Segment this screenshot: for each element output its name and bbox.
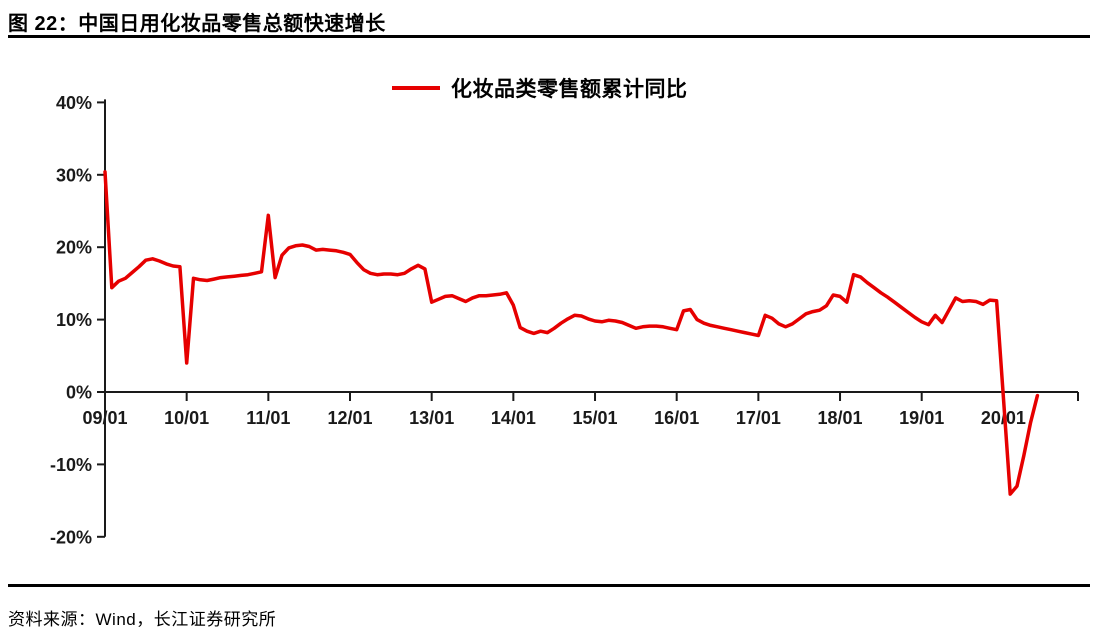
y-axis-tick-label: 10% bbox=[56, 310, 92, 330]
bottom-rule bbox=[8, 584, 1090, 587]
y-axis-tick-label: 30% bbox=[56, 165, 92, 185]
title-underline bbox=[8, 35, 1090, 38]
legend-line-swatch bbox=[392, 86, 440, 90]
x-axis-tick-label: 12/01 bbox=[327, 408, 372, 428]
x-axis-tick-label: 14/01 bbox=[491, 408, 536, 428]
chart-legend: 化妆品类零售额累计同比 bbox=[392, 73, 688, 103]
y-axis-tick-label: -20% bbox=[50, 527, 92, 547]
x-axis-tick-label: 13/01 bbox=[409, 408, 454, 428]
x-axis-tick-label: 09/01 bbox=[82, 408, 127, 428]
x-axis-tick-label: 10/01 bbox=[164, 408, 209, 428]
legend-label: 化妆品类零售额累计同比 bbox=[451, 78, 688, 101]
source-note: 资料来源：Wind，长江证券研究所 bbox=[8, 610, 277, 629]
x-axis-tick-label: 16/01 bbox=[654, 408, 699, 428]
y-axis-tick-label: 20% bbox=[56, 238, 92, 258]
figure-title: 图 22：中国日用化妆品零售总额快速增长 bbox=[8, 13, 386, 35]
series-line bbox=[103, 170, 1040, 496]
x-axis-tick-label: 19/01 bbox=[899, 408, 944, 428]
x-axis-tick-label: 11/01 bbox=[246, 408, 290, 428]
y-axis-tick-label: -10% bbox=[50, 455, 92, 475]
x-axis-tick-label: 15/01 bbox=[572, 408, 617, 428]
y-axis-tick-label: 40% bbox=[56, 93, 92, 113]
x-axis-tick-label: 17/01 bbox=[736, 408, 781, 428]
y-axis-tick-label: 0% bbox=[66, 383, 92, 403]
x-axis-tick-label: 18/01 bbox=[818, 408, 863, 428]
